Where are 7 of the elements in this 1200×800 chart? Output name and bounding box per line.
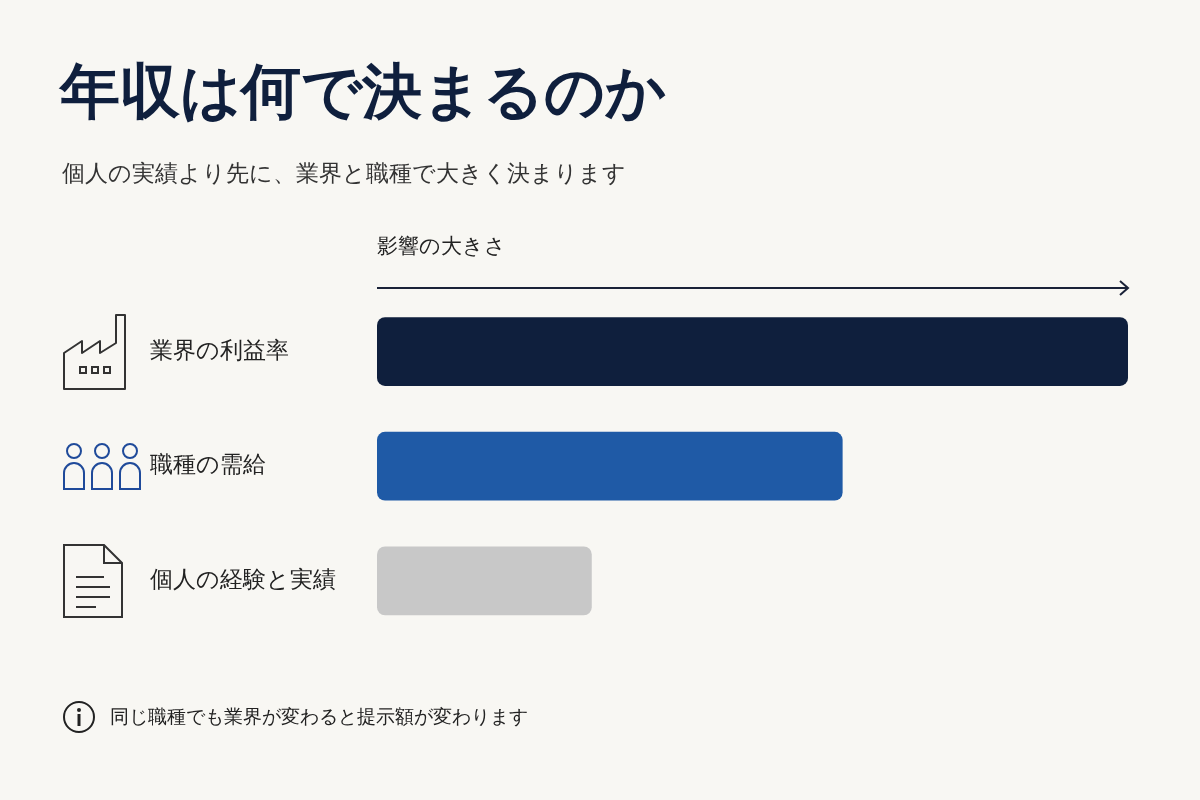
y-tick-label: 個人の経験と実績 <box>150 565 336 592</box>
chart-subtitle: 個人の実績より先に、業界と職種で大きく決まります <box>62 159 626 188</box>
chart-title: 年収は何で決まるのか <box>60 55 666 128</box>
y-tick-label: 職種の需給 <box>150 451 266 478</box>
y-tick-label: 業界の利益率 <box>150 336 289 363</box>
text: 同じ職種でも業界が変わると提示額が変わります <box>110 704 528 729</box>
x-axis-title: 影響の大きさ <box>377 234 506 259</box>
